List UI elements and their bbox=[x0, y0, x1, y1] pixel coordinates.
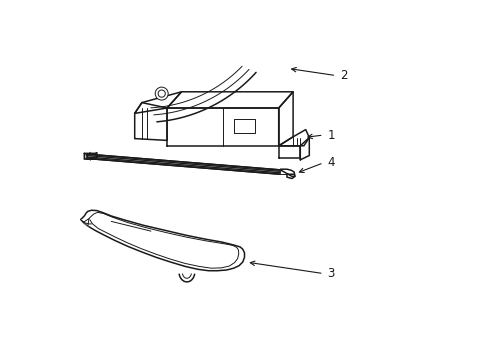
Circle shape bbox=[158, 90, 165, 97]
Polygon shape bbox=[286, 174, 294, 179]
Polygon shape bbox=[278, 146, 300, 158]
Polygon shape bbox=[134, 92, 181, 113]
Polygon shape bbox=[134, 103, 167, 140]
Polygon shape bbox=[81, 219, 89, 226]
Polygon shape bbox=[81, 210, 244, 271]
Text: 4: 4 bbox=[326, 156, 334, 169]
Polygon shape bbox=[233, 119, 255, 133]
Text: 2: 2 bbox=[339, 69, 346, 82]
Text: 3: 3 bbox=[326, 267, 334, 280]
Polygon shape bbox=[278, 92, 292, 146]
Polygon shape bbox=[167, 108, 278, 146]
Polygon shape bbox=[179, 274, 194, 282]
Polygon shape bbox=[300, 138, 309, 160]
Text: 1: 1 bbox=[326, 129, 334, 141]
Polygon shape bbox=[278, 130, 309, 146]
Polygon shape bbox=[280, 169, 294, 176]
Circle shape bbox=[155, 87, 168, 100]
Polygon shape bbox=[86, 154, 280, 174]
Polygon shape bbox=[84, 153, 97, 159]
Polygon shape bbox=[167, 92, 292, 108]
